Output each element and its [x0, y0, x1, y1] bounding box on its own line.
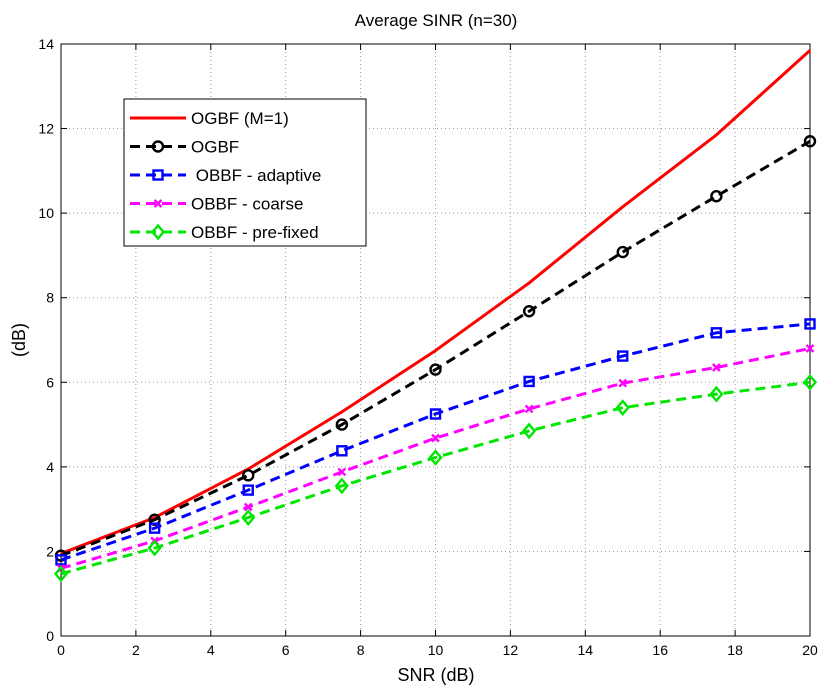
- data-point-marker: [337, 467, 347, 477]
- legend-marker: [151, 140, 165, 153]
- legend-marker: [150, 223, 166, 241]
- x-tick-label: 6: [282, 642, 290, 658]
- data-point-marker: [522, 422, 537, 440]
- series-4: [53, 373, 818, 583]
- data-point-marker: [243, 502, 253, 512]
- y-tick-label: 14: [38, 36, 54, 52]
- series: [53, 49, 818, 583]
- data-point-marker: [242, 484, 254, 496]
- data-point-marker: [522, 305, 536, 318]
- legend-entry: OBBF - coarse: [191, 195, 303, 214]
- data-point-marker: [242, 469, 255, 482]
- x-tick-label: 4: [207, 642, 215, 658]
- data-point-marker: [709, 385, 724, 403]
- legend-entry: OBBF - pre-fixed: [191, 223, 319, 242]
- data-point-marker: [148, 522, 161, 534]
- data-point-marker: [429, 363, 442, 376]
- y-tick-label: 2: [46, 543, 54, 559]
- data-point-marker: [802, 373, 818, 391]
- legend-box: [123, 98, 367, 247]
- data-point-marker: [241, 509, 256, 526]
- x-tick-label: 10: [428, 642, 444, 658]
- legend-entry: OGBF: [191, 138, 239, 157]
- x-tick-label: 16: [652, 642, 668, 658]
- series-line: [60, 49, 812, 555]
- axis-ticks: 0 2 4 6 8 10 12 14 16 18 20 0 2 4 6 8 10 12 14: [38, 36, 818, 658]
- data-point-marker: [428, 449, 443, 466]
- data-point-marker: [803, 135, 817, 148]
- data-point-marker: [805, 344, 815, 353]
- legend: OGBF (M=1) OGBF OBBF - adaptive OBBF - coa…: [123, 98, 367, 247]
- legend-entry: OGBF (M=1): [191, 109, 289, 128]
- series-line: [60, 380, 811, 576]
- data-point-marker: [710, 327, 723, 339]
- data-point-marker: [618, 378, 628, 388]
- x-tick-label: 14: [578, 642, 594, 658]
- data-point-marker: [53, 565, 69, 583]
- data-point-marker: [615, 399, 630, 417]
- data-point-marker: [336, 445, 348, 457]
- y-tick-label: 0: [46, 628, 54, 644]
- data-point-marker: [712, 363, 721, 372]
- data-point-marker: [616, 245, 629, 259]
- x-axis-label: SNR (dB): [397, 665, 474, 685]
- series-line: [60, 139, 811, 558]
- data-point-marker: [334, 477, 349, 495]
- legend-marker: [153, 199, 163, 208]
- data-point-marker: [617, 350, 629, 362]
- data-point-marker: [335, 418, 349, 431]
- y-tick-label: 6: [46, 374, 54, 390]
- series-line: [60, 322, 811, 562]
- series-0: [60, 49, 812, 555]
- data-point-marker: [523, 375, 535, 388]
- data-point-marker: [429, 408, 442, 420]
- x-tick-label: 2: [132, 642, 140, 658]
- data-point-marker: [804, 318, 816, 330]
- y-tick-label: 8: [46, 290, 54, 306]
- data-point-marker: [710, 190, 723, 203]
- x-tick-label: 18: [727, 642, 743, 658]
- x-tick-label: 8: [357, 642, 365, 658]
- data-point-marker: [524, 404, 534, 414]
- legend-entry: OBBF - adaptive: [191, 166, 321, 185]
- data-point-marker: [147, 539, 162, 557]
- x-tick-label: 0: [57, 642, 65, 658]
- series-2: [55, 318, 816, 566]
- series-line: [60, 346, 811, 570]
- x-tick-label: 12: [503, 642, 519, 658]
- x-tick-label: 20: [802, 642, 818, 658]
- data-point-marker: [55, 554, 67, 566]
- chart-title: Average SINR (n=30): [355, 11, 518, 30]
- y-axis-label: (dB): [9, 323, 29, 357]
- y-tick-label: 10: [38, 205, 54, 221]
- data-point-marker: [431, 433, 440, 443]
- y-tick-label: 4: [46, 459, 54, 475]
- legend-marker: [152, 169, 164, 181]
- y-tick-label: 12: [38, 121, 54, 137]
